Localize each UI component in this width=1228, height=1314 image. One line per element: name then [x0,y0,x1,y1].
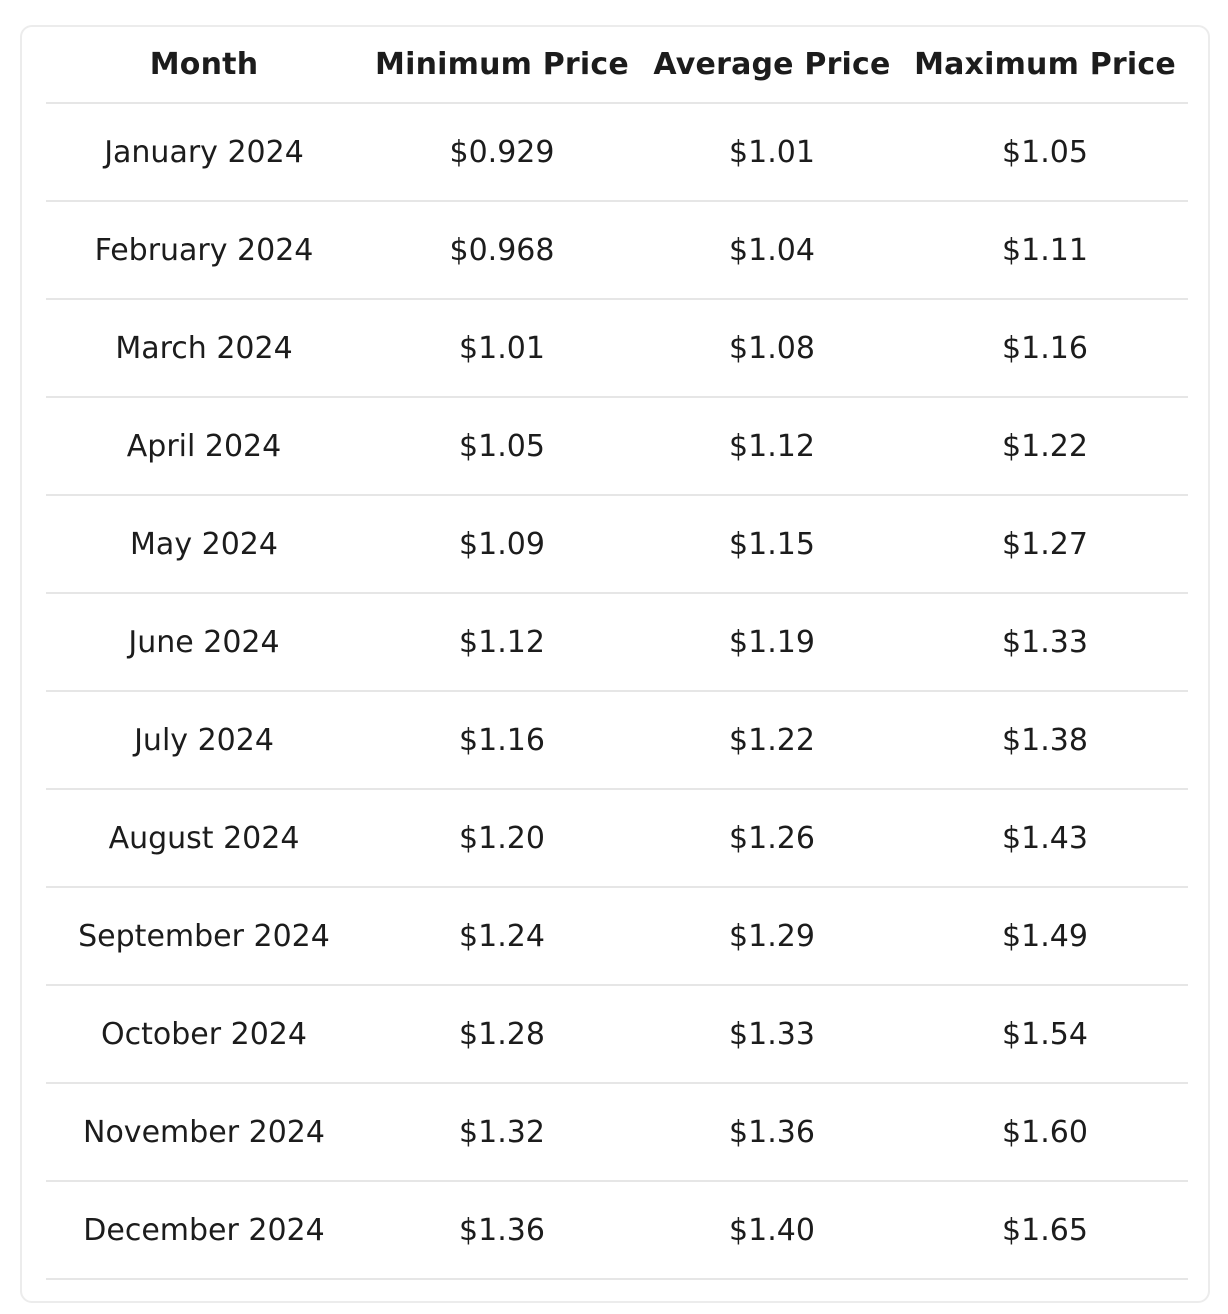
cell-month: September 2024 [46,887,362,986]
cell-month: June 2024 [46,593,362,692]
cell-month: October 2024 [46,985,362,1084]
table-row: August 2024 $1.20 $1.26 $1.43 [46,789,1188,888]
cell-minimum-price: $0.968 [362,201,642,300]
table-row: November 2024 $1.32 $1.36 $1.60 [46,1083,1188,1182]
cell-maximum-price: $1.33 [902,593,1188,692]
table-row: June 2024 $1.12 $1.19 $1.33 [46,593,1188,692]
cell-month: May 2024 [46,495,362,594]
column-header-maximum-price: Maximum Price [902,27,1188,104]
cell-average-price: $1.40 [642,1181,902,1280]
cell-maximum-price: $1.49 [902,887,1188,986]
cell-average-price: $1.36 [642,1083,902,1182]
cell-maximum-price: $1.16 [902,299,1188,398]
cell-average-price: $1.19 [642,593,902,692]
cell-minimum-price: $1.24 [362,887,642,986]
cell-average-price: $1.15 [642,495,902,594]
table-row: July 2024 $1.16 $1.22 $1.38 [46,691,1188,790]
table-row: September 2024 $1.24 $1.29 $1.49 [46,887,1188,986]
cell-month: March 2024 [46,299,362,398]
cell-minimum-price: $1.36 [362,1181,642,1280]
table-header: Month Minimum Price Average Price Maximum P… [46,27,1188,104]
cell-minimum-price: $1.16 [362,691,642,790]
table-body: January 2024 $0.929 $1.01 $1.05 February 202… [46,103,1188,1280]
cell-maximum-price: $1.65 [902,1181,1188,1280]
table-row: October 2024 $1.28 $1.33 $1.54 [46,985,1188,1084]
cell-average-price: $1.33 [642,985,902,1084]
cell-average-price: $1.22 [642,691,902,790]
cell-minimum-price: $1.12 [362,593,642,692]
cell-maximum-price: $1.60 [902,1083,1188,1182]
table-row: December 2024 $1.36 $1.40 $1.65 [46,1181,1188,1280]
cell-maximum-price: $1.22 [902,397,1188,496]
table-row: January 2024 $0.929 $1.01 $1.05 [46,103,1188,202]
table-row: May 2024 $1.09 $1.15 $1.27 [46,495,1188,594]
cell-month: February 2024 [46,201,362,300]
cell-month: July 2024 [46,691,362,790]
table-row: March 2024 $1.01 $1.08 $1.16 [46,299,1188,398]
cell-average-price: $1.04 [642,201,902,300]
table-row: February 2024 $0.968 $1.04 $1.11 [46,201,1188,300]
cell-maximum-price: $1.54 [902,985,1188,1084]
cell-average-price: $1.29 [642,887,902,986]
column-header-minimum-price: Minimum Price [362,27,642,104]
cell-minimum-price: $1.05 [362,397,642,496]
cell-month: January 2024 [46,103,362,202]
cell-month: April 2024 [46,397,362,496]
cell-month: November 2024 [46,1083,362,1182]
cell-maximum-price: $1.38 [902,691,1188,790]
price-table: Month Minimum Price Average Price Maximum P… [46,27,1188,1280]
column-header-average-price: Average Price [642,27,902,104]
cell-maximum-price: $1.05 [902,103,1188,202]
column-header-month: Month [46,27,362,104]
cell-average-price: $1.08 [642,299,902,398]
cell-minimum-price: $1.32 [362,1083,642,1182]
cell-maximum-price: $1.43 [902,789,1188,888]
header-row: Month Minimum Price Average Price Maximum P… [46,27,1188,104]
cell-maximum-price: $1.27 [902,495,1188,594]
cell-minimum-price: $0.929 [362,103,642,202]
price-table-card: Month Minimum Price Average Price Maximum P… [20,25,1210,1303]
cell-month: December 2024 [46,1181,362,1280]
cell-minimum-price: $1.01 [362,299,642,398]
table-row: April 2024 $1.05 $1.12 $1.22 [46,397,1188,496]
cell-average-price: $1.01 [642,103,902,202]
cell-minimum-price: $1.20 [362,789,642,888]
cell-minimum-price: $1.09 [362,495,642,594]
cell-minimum-price: $1.28 [362,985,642,1084]
cell-maximum-price: $1.11 [902,201,1188,300]
cell-average-price: $1.26 [642,789,902,888]
cell-average-price: $1.12 [642,397,902,496]
cell-month: August 2024 [46,789,362,888]
